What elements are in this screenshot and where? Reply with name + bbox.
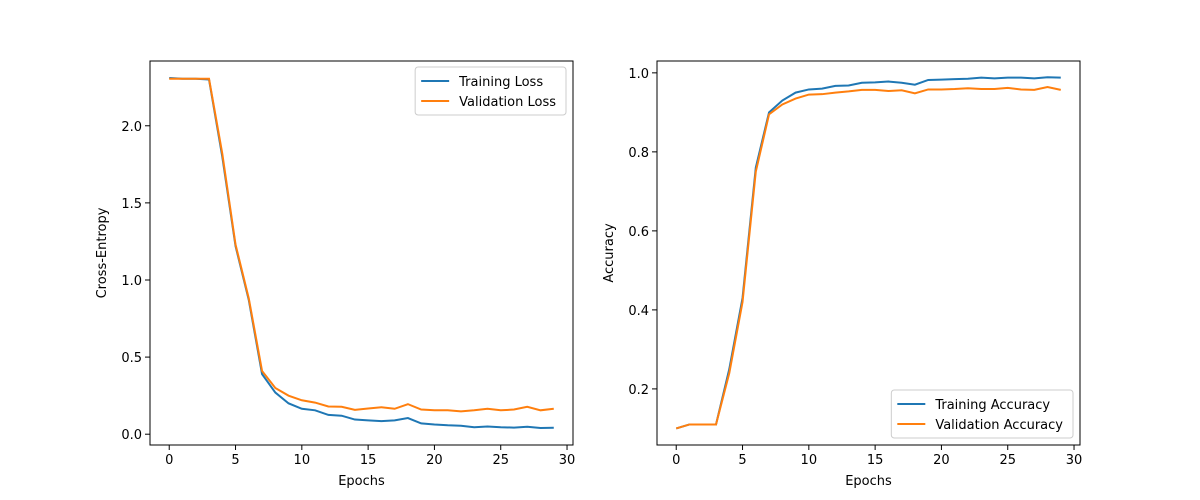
legend-label: Validation Loss	[459, 95, 556, 110]
y-tick-label: 0.5	[121, 351, 142, 366]
x-tick-label: 10	[801, 453, 818, 468]
y-tick-label: 1.0	[121, 274, 142, 289]
x-tick-label: 30	[1066, 453, 1083, 468]
series-line	[675, 86, 1061, 430]
x-tick-label: 5	[738, 453, 746, 468]
y-tick-label: 2.0	[121, 120, 142, 135]
x-tick-label: 5	[231, 453, 239, 468]
y-axis-label: Accuracy	[602, 223, 617, 283]
legend-label: Training Accuracy	[934, 398, 1050, 413]
series-line	[169, 76, 554, 430]
x-tick-label: 30	[559, 453, 576, 468]
legend-label: Training Loss	[458, 75, 543, 90]
y-tick-label: 0.2	[628, 383, 649, 398]
legend-frame	[414, 66, 567, 116]
y-axis-label: Cross-Entropy	[95, 207, 110, 298]
x-tick-label: 15	[360, 453, 377, 468]
y-tick-label: 0.6	[628, 225, 649, 240]
subplot: 0 5 10 15 20 25 30 0.2 0.4 0.6 0.8 1.0 Epochs Accurac…	[602, 60, 1083, 489]
x-tick-label: 10	[294, 453, 311, 468]
x-tick-label: 20	[933, 453, 950, 468]
legend: Training Accuracy Validation Accuracy	[890, 389, 1074, 439]
legend-label: Validation Accuracy	[935, 418, 1063, 433]
axes-frame	[149, 60, 574, 446]
subplot: 0 5 10 15 20 25 30 0.0 0.5 1.0 1.5 2.0 Epochs Cross-E…	[95, 60, 576, 489]
y-tick-label: 0.8	[628, 146, 649, 161]
x-axis-label: Epochs	[338, 474, 385, 489]
y-tick-label: 0.4	[628, 304, 649, 319]
y-tick-label: 0.0	[121, 428, 142, 443]
x-tick-label: 0	[165, 453, 173, 468]
x-tick-label: 20	[426, 453, 443, 468]
x-axis-label: Epochs	[845, 474, 892, 489]
y-tick-label: 1.5	[121, 197, 142, 212]
y-tick-label: 1.0	[628, 67, 649, 82]
legend: Training Loss Validation Loss	[414, 66, 567, 116]
axes-frame	[656, 60, 1081, 446]
x-tick-label: 25	[492, 453, 509, 468]
x-tick-label: 15	[867, 453, 884, 468]
x-tick-label: 0	[672, 453, 680, 468]
x-tick-label: 25	[999, 453, 1016, 468]
series-line	[169, 77, 554, 413]
legend-frame	[890, 389, 1074, 439]
series-line	[675, 76, 1061, 430]
